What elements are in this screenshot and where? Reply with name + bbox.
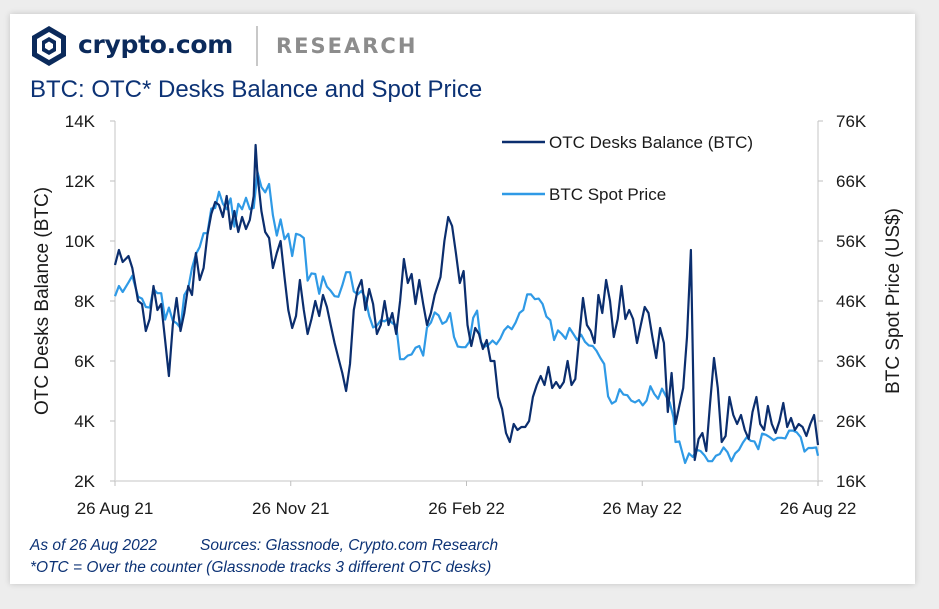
chart-title: BTC: OTC* Desks Balance and Spot Price (30, 76, 483, 103)
footer-note: *OTC = Over the counter (Glassnode track… (30, 559, 492, 576)
as-of-date: As of 26 Aug 2022 (30, 537, 157, 554)
left-tick-label: 4K (74, 412, 95, 431)
left-tick-label: 10K (65, 232, 96, 251)
right-tick-label: 16K (836, 472, 867, 491)
right-tick-label: 66K (836, 172, 867, 191)
legend-otc-label: OTC Desks Balance (BTC) (549, 133, 753, 152)
left-tick-label: 14K (65, 112, 96, 131)
chart-area: 2K 4K 6K 8K 10K 12K 14K 16K 26K 36K 46K 56K 66K 76K 26… (32, 112, 904, 518)
x-tick-label: 26 May 22 (603, 499, 682, 518)
report-card: crypto.com RESEARCH BTC: OTC* Desks Bala… (10, 14, 915, 584)
header-divider (256, 26, 258, 66)
sources-text: Sources: Glassnode, Crypto.com Research (200, 537, 499, 554)
left-axis-title: OTC Desks Balance (BTC) (32, 187, 53, 415)
right-axis-title: BTC Spot Price (US$) (883, 208, 904, 394)
x-tick-label: 26 Nov 21 (252, 499, 330, 518)
left-tick-label: 12K (65, 172, 96, 191)
shield-logo-icon (32, 26, 66, 66)
right-tick-label: 76K (836, 112, 867, 131)
left-tick-label: 6K (74, 352, 95, 371)
right-tick-label: 56K (836, 232, 867, 251)
footer-line-1: As of 26 Aug 2022 Sources: Glassnode, Cr… (30, 537, 498, 555)
right-tick-label: 36K (836, 352, 867, 371)
right-tick-label: 46K (836, 292, 867, 311)
x-tick-label: 26 Feb 22 (428, 499, 505, 518)
legend-spot-label: BTC Spot Price (549, 185, 666, 204)
x-tick-label: 26 Aug 21 (77, 499, 154, 518)
otc-balance-series-line (113, 143, 820, 462)
left-tick-label: 8K (74, 292, 95, 311)
brand-name: crypto.com (78, 30, 234, 59)
left-tick-label: 2K (74, 472, 95, 491)
right-tick-label: 26K (836, 412, 867, 431)
crypto-com-logo (30, 26, 68, 66)
x-tick-label: 26 Aug 22 (780, 499, 857, 518)
research-label: RESEARCH (276, 34, 418, 58)
